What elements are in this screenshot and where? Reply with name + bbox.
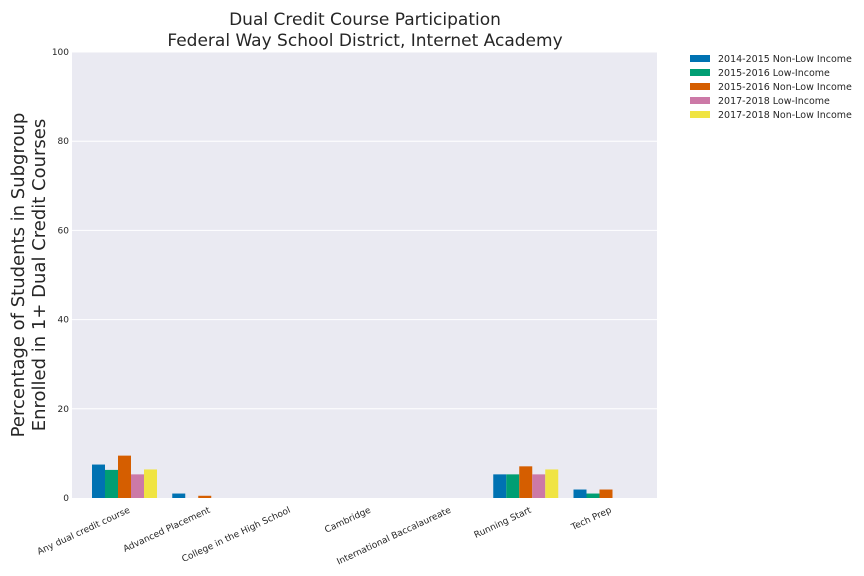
bar — [172, 493, 186, 498]
y-axis-label-line2: Enrolled in 1+ Dual Credit Courses — [29, 119, 50, 432]
legend-label: 2017-2018 Non-Low Income — [718, 110, 852, 121]
legend-swatch — [690, 55, 710, 62]
bar — [506, 474, 520, 498]
y-tick-labels: 0 20 40 60 80 100 — [52, 48, 69, 504]
bar — [545, 469, 559, 498]
bar — [493, 474, 507, 498]
bar — [586, 493, 600, 498]
bar — [105, 469, 118, 498]
bar — [144, 469, 157, 498]
bar — [131, 474, 144, 498]
x-tick-label: Any dual credit course — [36, 505, 132, 557]
bar — [92, 464, 105, 498]
bars — [92, 455, 613, 498]
y-tick-label: 0 — [63, 494, 69, 504]
legend-label: 2015-2016 Non-Low Income — [718, 82, 852, 93]
y-tick-label: 20 — [58, 405, 70, 415]
legend-swatch — [690, 83, 710, 90]
legend-label: 2014-2015 Non-Low Income — [718, 54, 852, 65]
x-tick-label: Cambridge — [323, 505, 372, 535]
legend-swatch — [690, 111, 710, 118]
y-axis-label-line1: Percentage of Students in Subgroup — [8, 113, 29, 438]
x-tick-label: Tech Prep — [569, 506, 613, 534]
legend-swatch — [690, 69, 710, 76]
legend-label: 2015-2016 Low-Income — [718, 68, 830, 79]
gridlines — [72, 51, 657, 410]
bar — [519, 466, 533, 498]
x-tick-label: Running Start — [473, 505, 534, 540]
legend-swatch — [690, 97, 710, 104]
y-tick-label: 40 — [58, 316, 70, 326]
bar — [532, 474, 546, 498]
chart-subtitle: Federal Way School District, Internet Ac… — [167, 31, 562, 51]
bar — [573, 489, 587, 498]
legend-label: 2017-2018 Low-Income — [718, 96, 830, 107]
bar — [599, 489, 613, 498]
chart-title: Dual Credit Course Participation — [229, 10, 501, 30]
bar — [198, 495, 212, 498]
plot-background — [72, 52, 657, 498]
y-tick-label: 80 — [58, 137, 70, 147]
y-tick-label: 100 — [52, 48, 69, 58]
bar — [118, 455, 131, 498]
y-tick-label: 60 — [58, 226, 70, 236]
legend: 2014-2015 Non-Low Income 2015-2016 Low-In… — [690, 54, 852, 121]
